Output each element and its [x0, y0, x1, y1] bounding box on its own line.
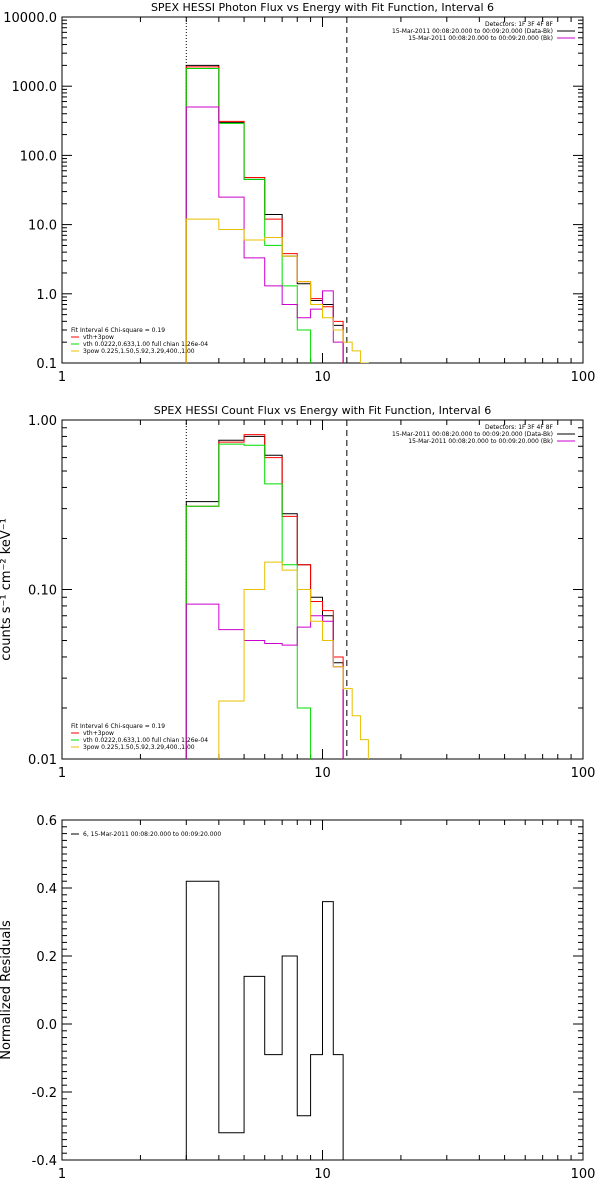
plot-frame [61, 419, 584, 760]
y-tick-label: 0.1 [36, 357, 57, 372]
legend-text: vth 0.0222,0.633,1.00 full chian 1.26e-0… [83, 737, 208, 744]
x-tick-label: 1 [58, 370, 66, 385]
x-tick-label: 100 [571, 766, 596, 781]
y-tick-label: 0.0 [36, 1018, 57, 1033]
header-text: Detectors: 1F 3F 4F 8F [485, 21, 554, 28]
y-tick-label: 100.0 [20, 149, 57, 164]
legend-text: Fit Interval 6 Chi-square = 0.19 [71, 327, 165, 334]
x-tick-label: 1 [58, 766, 66, 781]
count-flux-panel: 1 10 100 0.01 0.10 1.00 SPEX HESSI Count Flux … [0, 404, 596, 781]
header-text: 15-Mar-2011 00:08:20.000 to 00:09:20.000… [392, 28, 553, 35]
series-line-3 [185, 106, 344, 363]
photon-flux-panel: 1 10 100 0.1 1.0 10.0 100.0 1000.0 10000.0 SPEX H… [3, 1, 596, 385]
x-tick-label: 100 [571, 370, 596, 385]
y-tick-label: 0.6 [36, 814, 57, 829]
y-tick-label: 1000.0 [12, 80, 58, 95]
x-tick-label: 100 [571, 1167, 596, 1182]
series-line-3 [185, 603, 344, 759]
y-axis-label: counts s⁻¹ cm⁻² keV⁻¹ [0, 518, 14, 661]
series-line-4 [185, 218, 369, 363]
legend-text: 3pow 0.225,1.50,5.92,3.29,400.,1.00 [83, 744, 195, 751]
series-line-0 [185, 880, 344, 1160]
y-tick-label: 0.2 [36, 950, 57, 965]
series-line-2 [185, 443, 312, 759]
series-line-1 [185, 66, 344, 363]
series-line-0 [185, 435, 344, 759]
header-text: 15-Mar-2011 00:08:20.000 to 00:09:20.000… [408, 35, 553, 42]
legend-text: Fit Interval 6 Chi-square = 0.19 [71, 723, 165, 730]
legend-text: vth+3pow [83, 334, 114, 341]
legend-text: vth 0.0222,0.633,1.00 full chian 1.26e-0… [83, 341, 208, 348]
series-group [185, 434, 369, 759]
x-tick-label: 1 [58, 1167, 66, 1182]
panel-title: SPEX HESSI Photon Flux vs Energy with Fi… [151, 1, 494, 14]
series-group [185, 880, 344, 1160]
y-tick-label: 10000.0 [3, 11, 57, 26]
y-tick-label: 0.10 [28, 584, 57, 599]
series-line-2 [185, 68, 312, 363]
y-tick-label: -0.2 [32, 1086, 57, 1101]
legend-text: vth+3pow [83, 730, 114, 737]
x-tick-label: 10 [314, 766, 331, 781]
series-line-4 [218, 561, 369, 759]
legend-text: 6, 15-Mar-2011 00:08:20.000 to 00:09:20.… [83, 831, 221, 838]
y-tick-label: 0.4 [36, 882, 57, 897]
header-text: 15-Mar-2011 00:08:20.000 to 00:09:20.000… [408, 438, 553, 445]
y-tick-label: 10.0 [28, 219, 57, 234]
x-tick-label: 10 [314, 370, 331, 385]
y-tick-label: 1.00 [28, 414, 57, 429]
header-text: 15-Mar-2011 00:08:20.000 to 00:09:20.000… [392, 431, 553, 438]
residuals-panel: 1 10 100 -0.4 -0.2 0.0 0.2 0.4 0.6 Normalized Res… [0, 814, 595, 1182]
x-tick-label: 10 [314, 1167, 331, 1182]
series-group [185, 64, 369, 363]
y-tick-label: -0.4 [32, 1154, 57, 1169]
legend-text: 3pow 0.225,1.50,5.92,3.29,400.,1.00 [83, 348, 195, 355]
y-tick-label: 1.0 [36, 288, 57, 303]
panel-title: SPEX HESSI Count Flux vs Energy with Fit… [154, 404, 491, 417]
header-text: Detectors: 1F 3F 4F 8F [485, 424, 554, 431]
y-tick-label: 0.01 [28, 753, 57, 768]
y-axis-label: Normalized Residuals [0, 920, 14, 1060]
series-line-1 [185, 434, 344, 759]
